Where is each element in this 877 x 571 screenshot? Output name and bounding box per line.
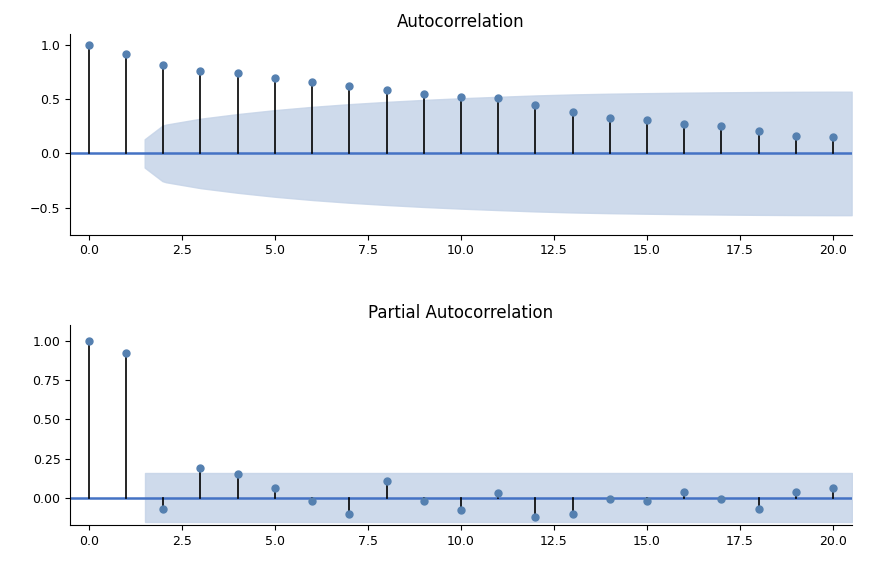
Title: Autocorrelation: Autocorrelation <box>396 13 524 31</box>
Title: Partial Autocorrelation: Partial Autocorrelation <box>368 304 553 322</box>
